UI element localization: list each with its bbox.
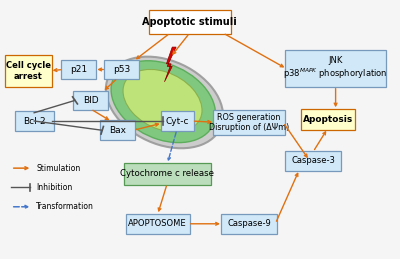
Text: Caspase-9: Caspase-9 <box>227 219 271 228</box>
Text: p53: p53 <box>113 65 130 74</box>
Text: Apoptosis: Apoptosis <box>303 115 353 124</box>
Text: Inhibition: Inhibition <box>36 183 72 192</box>
FancyBboxPatch shape <box>285 50 386 87</box>
FancyBboxPatch shape <box>73 91 108 110</box>
Text: Bax: Bax <box>109 126 126 135</box>
FancyBboxPatch shape <box>149 10 230 34</box>
Text: Cytochrome c release: Cytochrome c release <box>120 169 214 178</box>
Ellipse shape <box>123 69 202 132</box>
FancyBboxPatch shape <box>285 151 342 171</box>
FancyBboxPatch shape <box>5 55 52 87</box>
Text: Apoptotic stimuli: Apoptotic stimuli <box>142 17 237 27</box>
FancyBboxPatch shape <box>100 120 135 140</box>
FancyBboxPatch shape <box>301 109 355 130</box>
Text: Cyt-c: Cyt-c <box>165 117 189 126</box>
FancyBboxPatch shape <box>126 214 190 234</box>
Text: Caspase-3: Caspase-3 <box>291 156 335 165</box>
Ellipse shape <box>111 61 216 143</box>
FancyBboxPatch shape <box>221 214 277 234</box>
FancyBboxPatch shape <box>15 111 54 131</box>
Polygon shape <box>164 47 176 82</box>
Ellipse shape <box>106 57 223 148</box>
Text: Bcl-2: Bcl-2 <box>23 117 46 126</box>
Text: BID: BID <box>83 96 98 105</box>
FancyBboxPatch shape <box>104 60 139 79</box>
Text: Stimulation: Stimulation <box>36 164 80 173</box>
FancyBboxPatch shape <box>61 60 96 79</box>
Text: Transformation: Transformation <box>36 202 94 211</box>
FancyBboxPatch shape <box>213 110 285 135</box>
Text: Cell cycle
arrest: Cell cycle arrest <box>6 61 51 81</box>
Text: APOPTOSOME: APOPTOSOME <box>128 219 187 228</box>
FancyBboxPatch shape <box>124 163 211 185</box>
Text: p21: p21 <box>70 65 88 74</box>
Text: ROS generation
Disruption of (ΔΨm): ROS generation Disruption of (ΔΨm) <box>209 113 289 132</box>
Text: JNK
p38$^{MAPK}$ phosphorylation: JNK p38$^{MAPK}$ phosphorylation <box>283 56 388 81</box>
FancyBboxPatch shape <box>160 111 194 131</box>
